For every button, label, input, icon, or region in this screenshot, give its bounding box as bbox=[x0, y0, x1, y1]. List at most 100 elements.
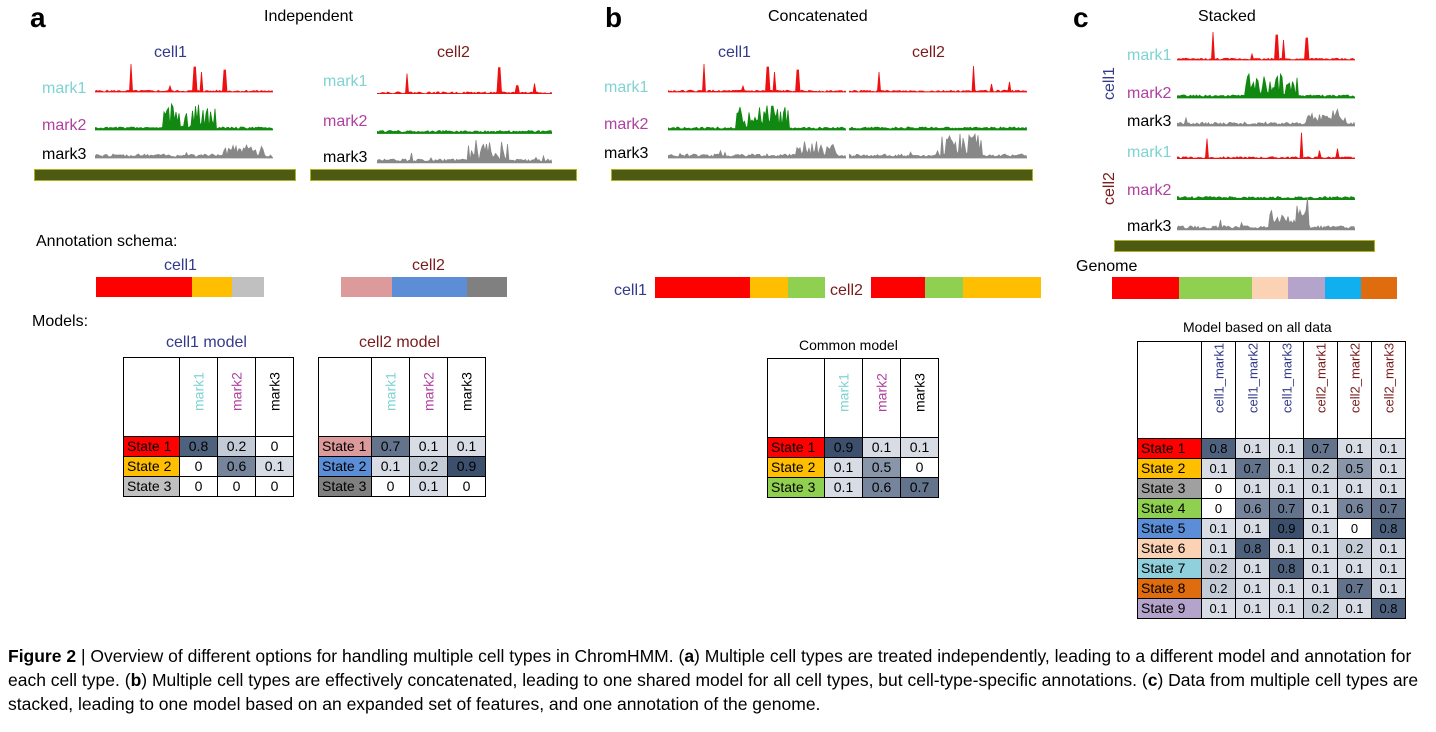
emission-value: 0.1 bbox=[1303, 518, 1338, 539]
column-header-label: mark1 bbox=[190, 372, 206, 411]
table-row: State 3 0 0.1 0 bbox=[318, 476, 486, 497]
table-column-header: mark3 bbox=[447, 357, 486, 437]
table-column-header: cell1_mark2 bbox=[1235, 341, 1270, 439]
schema-segment bbox=[925, 277, 963, 298]
models-label: Models: bbox=[32, 313, 89, 330]
panel-b-cell2-tracks bbox=[849, 65, 1027, 159]
emission-value: 0.7 bbox=[900, 477, 939, 498]
figure: a Independent cell1 cell2 mark1 mark2 ma… bbox=[30, 2, 1406, 619]
schema-cell2-bar bbox=[341, 277, 507, 297]
panel-b-cell1-tracks bbox=[668, 63, 846, 159]
emission-value: 0.1 bbox=[1303, 578, 1338, 599]
column-header-label: mark2 bbox=[228, 372, 244, 411]
table-row: State 9 0.1 0.1 0.1 0.2 0.1 0.8 bbox=[1137, 598, 1406, 619]
schema-segment bbox=[1360, 277, 1397, 299]
emission-value: 0.1 bbox=[1235, 578, 1270, 599]
panel-b-cell1-title: cell1 bbox=[718, 44, 751, 61]
caption-separator: | bbox=[76, 646, 91, 666]
emission-value: 0.1 bbox=[1371, 458, 1406, 479]
table-row: State 6 0.1 0.8 0.1 0.1 0.2 0.1 bbox=[1137, 538, 1406, 559]
emission-value: 0.6 bbox=[1235, 498, 1270, 519]
emission-value: 0.1 bbox=[1371, 438, 1406, 459]
column-header-label: mark3 bbox=[911, 373, 927, 412]
panel-b-schema-cell1-bar bbox=[655, 277, 825, 298]
emission-value: 0 bbox=[217, 476, 256, 497]
panel-a-cell2-title: cell2 bbox=[437, 44, 470, 61]
emission-value: 0.1 bbox=[1201, 598, 1236, 619]
signal-track bbox=[377, 139, 552, 164]
state-label: State 3 bbox=[1137, 478, 1202, 499]
emission-value: 0.1 bbox=[1371, 578, 1406, 599]
panel-c-cell2-label: cell2 bbox=[1101, 172, 1118, 205]
track-b-cell1 bbox=[668, 63, 846, 159]
signal-track bbox=[377, 67, 552, 95]
track-c-cell2 bbox=[1177, 132, 1355, 231]
emission-value: 0.1 bbox=[824, 457, 863, 478]
schema-segment bbox=[1288, 277, 1325, 299]
schema-segment bbox=[1251, 277, 1289, 299]
state-label: State 1 bbox=[767, 437, 825, 458]
track-c-cell1 bbox=[1177, 31, 1355, 127]
signal-track bbox=[1177, 72, 1355, 99]
emission-value: 0.1 bbox=[1235, 478, 1270, 499]
emission-value: 0.6 bbox=[1337, 498, 1372, 519]
emission-value: 0 bbox=[179, 476, 218, 497]
panel-a-cell2-tracks bbox=[377, 67, 552, 164]
table-column-header: cell2_mark3 bbox=[1371, 341, 1406, 439]
panel-a-cell1-genome-bar bbox=[34, 169, 296, 181]
emission-value: 0.8 bbox=[1201, 438, 1236, 459]
emission-value: 0.5 bbox=[1337, 458, 1372, 479]
table-row: State 3 0.1 0.6 0.7 bbox=[767, 477, 939, 498]
emission-value: 0.8 bbox=[1235, 538, 1270, 559]
emission-value: 0.1 bbox=[371, 456, 410, 477]
track-b-cell2 bbox=[849, 65, 1027, 159]
table-row: State 5 0.1 0.1 0.9 0.1 0 0.8 bbox=[1137, 518, 1406, 539]
state-label: State 3 bbox=[123, 476, 180, 497]
schema-segment bbox=[96, 277, 192, 297]
track-cell2-mark1 bbox=[377, 67, 552, 164]
state-label: State 3 bbox=[318, 476, 372, 497]
emission-value: 0.1 bbox=[1269, 478, 1304, 499]
table-row: State 7 0.2 0.1 0.8 0.1 0.1 0.1 bbox=[1137, 558, 1406, 579]
panel-b-label: b bbox=[605, 2, 623, 33]
panel-c-cell2-mark3-label: mark3 bbox=[1127, 218, 1172, 235]
table-column-header: mark2 bbox=[409, 357, 448, 437]
emission-value: 0.1 bbox=[1337, 478, 1372, 499]
emission-value: 0.1 bbox=[1303, 498, 1338, 519]
emission-value: 0.1 bbox=[1235, 438, 1270, 459]
panel-c-label: c bbox=[1073, 2, 1089, 33]
track-cell1-mark1 bbox=[95, 63, 273, 159]
caption-part: c bbox=[1147, 670, 1158, 690]
panel-a-cell1-mark3-label: mark3 bbox=[42, 146, 87, 163]
emission-value: 0.5 bbox=[862, 457, 901, 478]
emission-value: 0.1 bbox=[824, 477, 863, 498]
table-column-header: mark1 bbox=[824, 358, 863, 438]
emission-value: 0.8 bbox=[1371, 598, 1406, 619]
table-row: State 2 0.1 0.5 0 bbox=[767, 457, 939, 478]
state-label: State 1 bbox=[1137, 438, 1202, 459]
signal-track bbox=[1177, 198, 1355, 231]
emission-value: 0.1 bbox=[409, 436, 448, 457]
table-column-header: cell2_mark2 bbox=[1337, 341, 1372, 439]
state-label: State 4 bbox=[1137, 498, 1202, 519]
schema-cell2-label: cell2 bbox=[412, 257, 445, 274]
panel-c-cell1-mark3-label: mark3 bbox=[1127, 113, 1172, 130]
signal-track bbox=[668, 63, 846, 93]
panel-c-cell2-tracks bbox=[1177, 132, 1355, 231]
table-row: State 1 0.8 0.1 0.1 0.7 0.1 0.1 bbox=[1137, 438, 1406, 459]
panel-a-title: Independent bbox=[264, 8, 353, 25]
emission-value: 0.7 bbox=[1371, 498, 1406, 519]
panel-c-title: Stacked bbox=[1198, 8, 1256, 25]
signal-track bbox=[849, 126, 1027, 131]
emission-value: 0.1 bbox=[1303, 478, 1338, 499]
panel-b-schema-cell2-bar bbox=[871, 277, 1041, 298]
table-corner bbox=[1137, 341, 1202, 439]
signal-track bbox=[849, 65, 1027, 93]
signal-track bbox=[1177, 132, 1355, 160]
emission-value: 0.7 bbox=[1269, 498, 1304, 519]
column-header-label: cell1_mark3 bbox=[1279, 342, 1294, 413]
signal-track bbox=[668, 141, 846, 159]
emission-value: 0 bbox=[447, 476, 486, 497]
column-header-label: cell2_mark1 bbox=[1313, 342, 1328, 413]
